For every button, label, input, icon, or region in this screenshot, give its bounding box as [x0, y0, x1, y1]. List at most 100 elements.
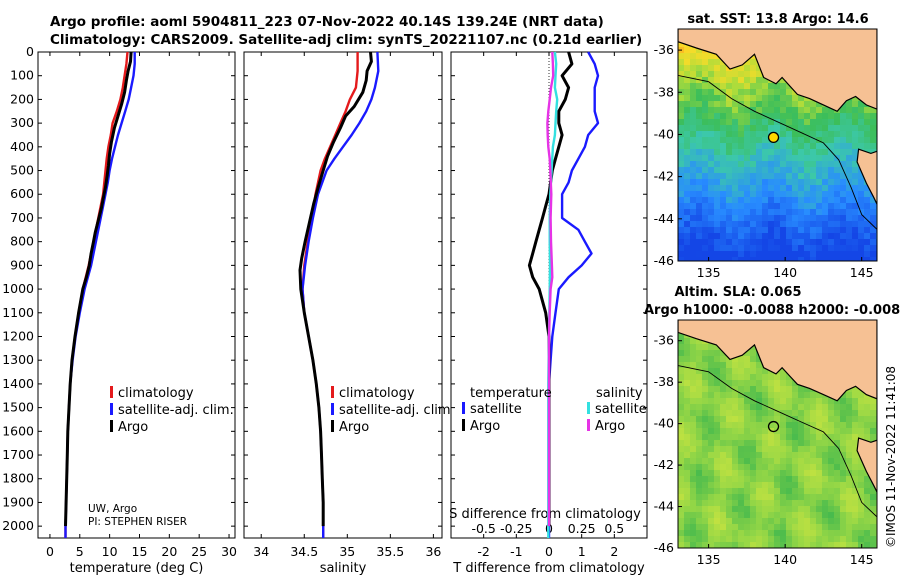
y-tick-label: 1300	[2, 352, 34, 367]
map-y-tick-label: -44	[654, 499, 674, 514]
tasmania-land	[856, 437, 877, 493]
x-axis-label: T difference from climatology	[452, 561, 645, 576]
x-tick-label: 34.5	[290, 544, 318, 559]
legend-swatch	[462, 419, 465, 431]
map-x-tick-label: 145	[850, 552, 874, 567]
map-x-tick-label: 135	[697, 552, 721, 567]
legend-swatch	[331, 386, 334, 398]
series-argo	[298, 51, 373, 527]
legend-label: Argo	[339, 420, 369, 435]
map-x-tick-label: 145	[850, 265, 874, 280]
y-tick-label: 300	[10, 115, 34, 130]
map-x-tick-label: 135	[697, 265, 721, 280]
x-tick-label: 5	[76, 544, 84, 559]
credit-stamp: ©IMOS 11-Nov-2022 11:41:08	[884, 365, 898, 548]
isobath-line	[678, 74, 877, 230]
y-tick-label: 400	[10, 139, 34, 154]
legend-label: climatology	[118, 386, 194, 401]
map-x-tick-label: 140	[773, 265, 797, 280]
legend-label: satellite-adj. clim.	[118, 403, 234, 418]
legend-label: Argo	[470, 419, 500, 434]
x-tick-label: -1	[510, 544, 522, 559]
series-sal_argo	[546, 51, 555, 527]
y-tick-label: 1800	[2, 471, 34, 486]
x-tick-label: 2	[610, 544, 618, 559]
y-tick-label: 500	[10, 163, 34, 178]
y-tick-label: 800	[10, 234, 34, 249]
x-tick-label: 1	[578, 544, 586, 559]
legend-swatch	[331, 403, 334, 415]
map-sla_map: -36 -38 -40 -42 -44 -46 135 140 145	[654, 319, 878, 567]
map-y-tick-label: -40	[654, 416, 674, 431]
legend-swatch	[331, 420, 334, 432]
map-field	[678, 29, 877, 261]
y-tick-label: 1900	[2, 494, 34, 509]
y-tick-label: 0	[26, 44, 34, 59]
x-axis-label: salinity	[320, 561, 367, 576]
x-tick-label: 30	[221, 544, 237, 559]
argo-position-marker	[767, 131, 780, 144]
x-tick-label: 0	[545, 544, 553, 559]
map-y-tick-label: -46	[654, 540, 674, 555]
map-field	[678, 320, 877, 548]
x-tick-label: 0	[46, 544, 54, 559]
annotation-text: UW, Argo	[88, 503, 137, 515]
annotation-text: PI: STEPHEN RISER	[88, 516, 187, 528]
legend-swatch	[110, 420, 113, 432]
isobath-line	[678, 365, 877, 518]
y-tick-label: 1000	[2, 281, 34, 296]
figure-title-line2: Climatology: CARS2009. Satellite-adj cli…	[50, 32, 643, 48]
series-argo	[64, 51, 133, 527]
plot-frame	[243, 51, 443, 539]
x-tick-label: -2	[477, 544, 489, 559]
map-sst_map: -36 -38 -40 -42 -44 -46 135 140 145	[654, 28, 878, 280]
tasmania-land	[856, 148, 877, 205]
map-y-tick-label: -42	[654, 169, 674, 184]
map-frame	[677, 28, 878, 262]
s-axis-label: S difference from climatology	[449, 507, 641, 522]
legend-label: Argo	[118, 420, 148, 435]
land-mass	[678, 29, 877, 113]
y-tick-label: 700	[10, 210, 34, 225]
y-tick-label: 2000	[2, 518, 34, 533]
x-tick-label: 34	[253, 544, 269, 559]
land-mass	[678, 320, 877, 402]
map-x-tick-label: 140	[773, 552, 797, 567]
map-frame	[677, 319, 878, 549]
y-tick-label: 1100	[2, 305, 34, 320]
x-tick-label: 15	[132, 544, 148, 559]
legend-title: salinity	[596, 386, 643, 401]
y-tick-label: 1400	[2, 376, 34, 391]
legend-swatch	[110, 386, 113, 398]
sla-map-title: Altim. SLA: 0.065	[675, 285, 802, 300]
legend-label: satellite	[595, 402, 647, 417]
map-y-tick-label: -38	[654, 374, 674, 389]
y-tick-label: 1200	[2, 328, 34, 343]
map-y-tick-label: -38	[654, 84, 674, 99]
x-tick-label: 35.5	[376, 544, 404, 559]
legend-swatch	[587, 402, 590, 414]
y-tick-label: 100	[10, 68, 34, 83]
map-y-tick-label: -46	[654, 253, 674, 268]
legend-swatch	[462, 402, 465, 414]
legend-label: Argo	[595, 419, 625, 434]
series-satellite	[547, 51, 600, 538]
legend-label: satellite	[470, 402, 522, 417]
legend-swatch	[110, 403, 113, 415]
y-tick-label: 600	[10, 186, 34, 201]
x-tick-label: 36	[425, 544, 441, 559]
figure-title-line1: Argo profile: aoml 5904811_223 07-Nov-20…	[50, 14, 604, 30]
y-tick-label: 200	[10, 91, 34, 106]
y-tick-label: 900	[10, 257, 34, 272]
map-y-tick-label: -44	[654, 211, 674, 226]
panel-salinity: 34 34.5 35 35.5 36 salinity climatology satelli…	[243, 51, 455, 576]
panel-temperature: 0100200300400500600700800900100011001200…	[2, 44, 237, 576]
legend-label: satellite-adj. clim.	[339, 403, 455, 418]
s-tick-label: -0.5	[471, 521, 495, 536]
legend-label: climatology	[339, 386, 415, 401]
x-tick-label: 10	[102, 544, 118, 559]
s-tick-label: -0.25	[500, 521, 532, 536]
y-tick-label: 1600	[2, 423, 34, 438]
map-y-tick-label: -42	[654, 457, 674, 472]
